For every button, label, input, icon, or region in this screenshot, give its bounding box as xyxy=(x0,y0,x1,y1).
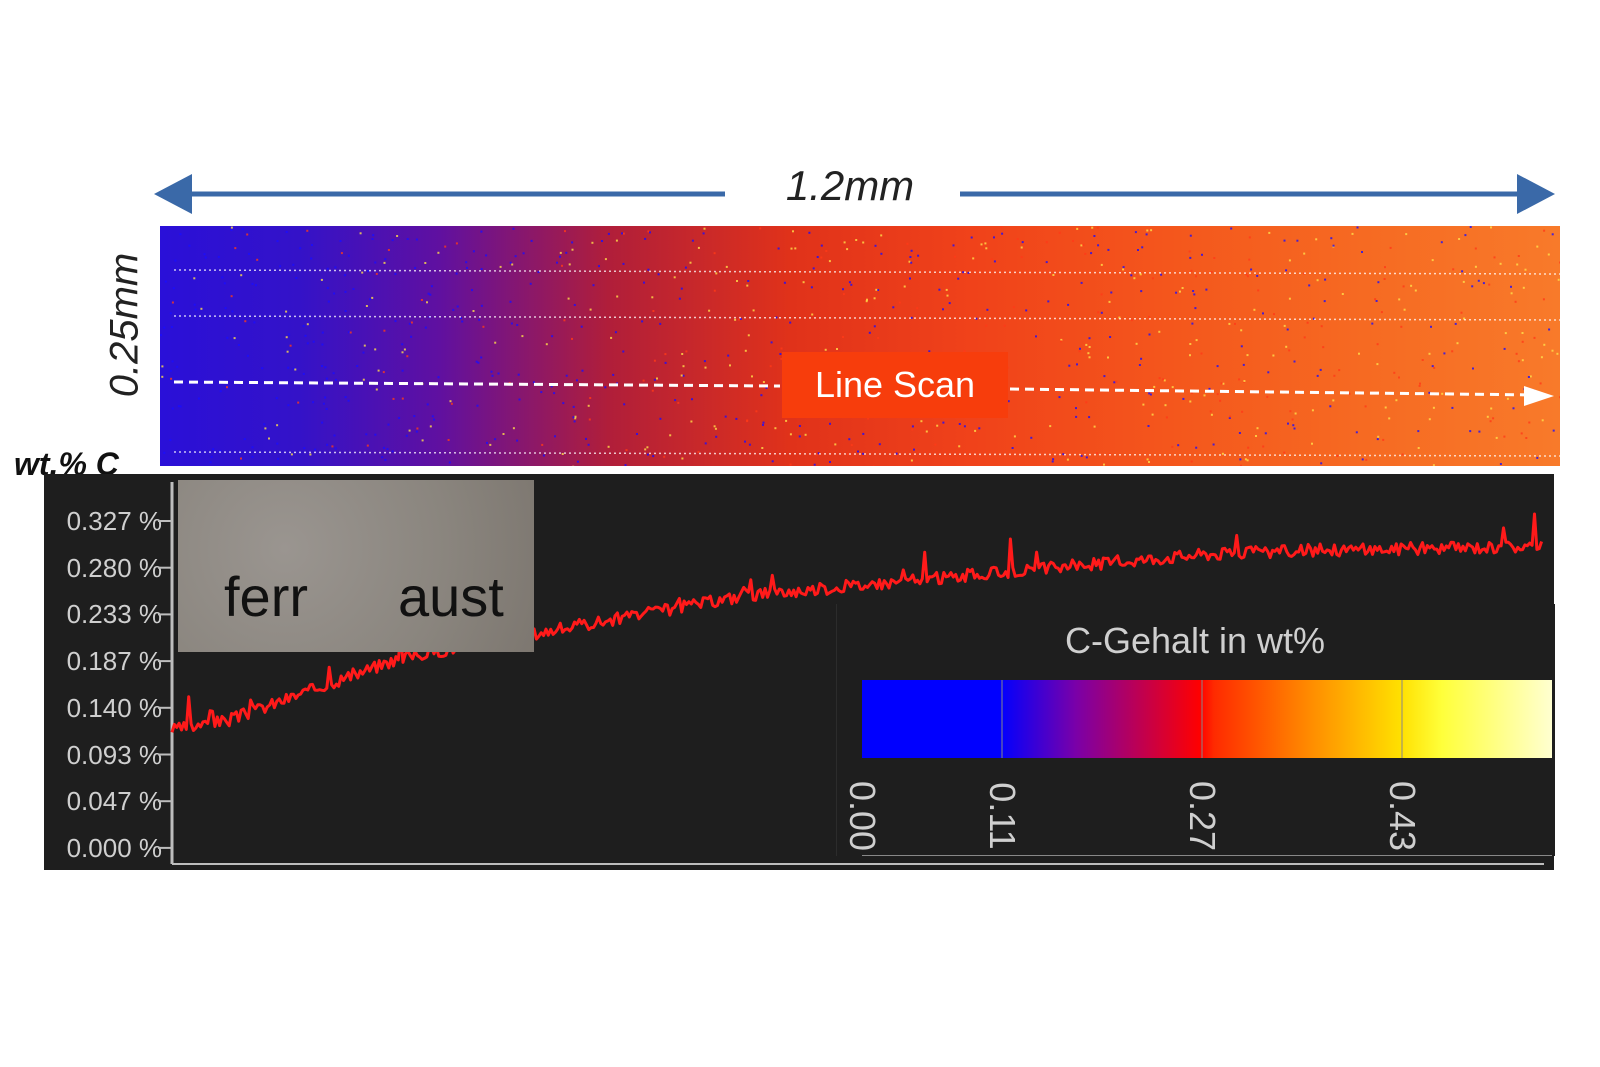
scan-guide-line xyxy=(173,269,1560,275)
austenite-label: aust xyxy=(398,565,504,628)
y-tick-label: 0.140 % xyxy=(66,693,162,723)
y-tick-label: 0.093 % xyxy=(66,740,162,770)
line-scan-badge: Line Scan xyxy=(782,352,1008,418)
line-scan-path xyxy=(1009,387,1541,397)
colorbar-ticks-lines xyxy=(862,680,1552,856)
line-scan-path xyxy=(173,380,781,388)
colorbar-tick: 0.00 xyxy=(842,780,883,852)
line-scan-arrowhead xyxy=(1524,386,1554,406)
height-dimension-label: 0.25mm xyxy=(90,240,160,410)
scan-guide-line xyxy=(173,315,1560,321)
width-dimension-label: 1.2mm xyxy=(785,162,915,209)
carbon-map-overlay xyxy=(160,226,1560,466)
ferrite-label: ferr xyxy=(224,565,308,628)
y-tick-label: 0.187 % xyxy=(66,646,162,676)
y-tick-label: 0.280 % xyxy=(66,553,162,583)
colorbar-tick: 0.43 xyxy=(1382,780,1423,852)
phase-micrograph-inset: ferr aust xyxy=(178,480,534,652)
width-dimension-arrow xyxy=(154,174,1555,214)
carbon-map-image xyxy=(160,226,1560,466)
colorbar-title: C-Gehalt in wt% xyxy=(1064,620,1326,661)
y-tick-label: 0.327 % xyxy=(66,506,162,536)
colorbar-gradient xyxy=(862,680,1552,758)
scan-guide-line xyxy=(173,451,1560,457)
y-tick-label: 0.233 % xyxy=(66,599,162,629)
colorbar-tick: 0.27 xyxy=(1182,780,1223,852)
colorbar-tick: 0.11 xyxy=(982,782,1023,850)
y-tick-label: 0.000 % xyxy=(66,833,162,863)
y-tick-label: 0.047 % xyxy=(66,786,162,816)
height-dimension-text: 0.25mm xyxy=(102,252,147,398)
